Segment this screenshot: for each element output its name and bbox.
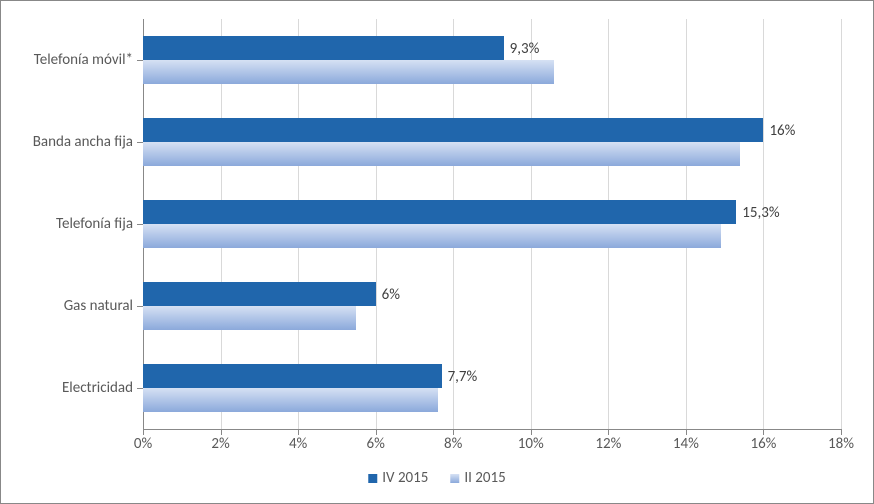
bar-iv2015 <box>143 200 736 224</box>
bar-value-label: 9,3% <box>510 40 540 58</box>
bar-iv2015 <box>143 118 763 142</box>
x-tick-label: 12% <box>595 429 621 453</box>
x-tick-label: 8% <box>444 429 462 453</box>
bar-value-label: 6% <box>382 286 400 304</box>
bar-ii2015 <box>143 224 721 248</box>
legend-swatch <box>368 474 377 483</box>
legend-item: IV 2015 <box>368 469 428 487</box>
gridline <box>841 19 842 429</box>
bar-iv2015 <box>143 364 442 388</box>
bar-value-label: 15,3% <box>742 204 779 222</box>
x-tick-label: 18% <box>828 429 854 453</box>
legend: IV 2015 II 2015 <box>368 469 505 487</box>
x-tick-label: 10% <box>518 429 544 453</box>
legend-item: II 2015 <box>450 469 505 487</box>
x-tick-label: 16% <box>750 429 776 453</box>
y-category-label: Electricidad <box>62 379 143 397</box>
x-tick-label: 2% <box>211 429 229 453</box>
x-axis-line <box>143 429 841 430</box>
gridline <box>763 19 764 429</box>
y-category-label: Gas natural <box>64 297 143 315</box>
y-category-label: Telefonía móvil* <box>34 51 143 69</box>
bar-iv2015 <box>143 36 504 60</box>
bar-ii2015 <box>143 60 554 84</box>
y-category-label: Banda ancha fija <box>33 133 143 151</box>
plot-area: 0%2%4%6%8%10%12%14%16%18%Telefonía móvil… <box>143 19 841 429</box>
bar-ii2015 <box>143 388 438 412</box>
y-category-label: Telefonía fija <box>56 215 143 233</box>
bar-value-label: 16% <box>769 122 795 140</box>
chart-frame: 0% 2% 4% 6% 8% 10% 12% 14% 16% 18% Telefonía móvil… <box>0 0 874 504</box>
x-tick-label: 6% <box>366 429 384 453</box>
legend-label: II 2015 <box>464 469 505 487</box>
bar-ii2015 <box>143 306 356 330</box>
x-tick-label: 4% <box>289 429 307 453</box>
x-tick-label: 14% <box>673 429 699 453</box>
bar-ii2015 <box>143 142 740 166</box>
legend-swatch <box>450 474 459 483</box>
x-tick-label: 0% <box>134 429 152 453</box>
bar-iv2015 <box>143 282 376 306</box>
legend-label: IV 2015 <box>382 469 428 487</box>
bar-value-label: 7,7% <box>448 368 478 386</box>
